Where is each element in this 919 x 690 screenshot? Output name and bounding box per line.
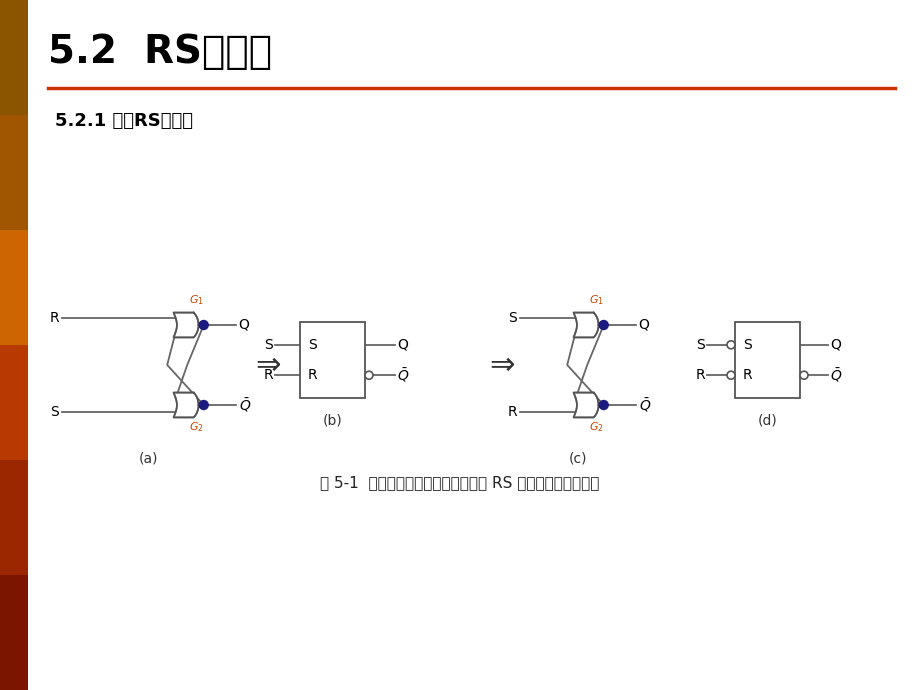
Bar [0, 230, 28, 345]
Text: R: R [506, 405, 516, 419]
Bar [734, 322, 800, 398]
Bar [0, 575, 28, 690]
Text: $\bar{Q}$: $\bar{Q}$ [397, 366, 409, 384]
Text: S: S [308, 338, 316, 352]
Polygon shape [573, 393, 598, 417]
Circle shape [199, 320, 208, 330]
Circle shape [598, 400, 607, 409]
Text: S: S [696, 338, 704, 352]
Bar [0, 460, 28, 575]
Text: $G_2$: $G_2$ [188, 421, 203, 435]
Circle shape [726, 371, 734, 380]
Polygon shape [174, 313, 199, 337]
Text: S: S [743, 338, 751, 352]
Text: $G_1$: $G_1$ [188, 293, 204, 307]
Text: R: R [263, 368, 273, 382]
Polygon shape [573, 313, 598, 337]
Text: (a): (a) [139, 451, 158, 465]
Text: S: S [507, 311, 516, 325]
Text: $G_2$: $G_2$ [588, 421, 603, 435]
Text: $G_1$: $G_1$ [588, 293, 603, 307]
Text: Q: Q [829, 338, 840, 352]
Circle shape [598, 402, 603, 408]
Polygon shape [174, 393, 199, 417]
Text: ⇒: ⇒ [489, 351, 515, 380]
Text: (c): (c) [568, 451, 586, 465]
Circle shape [365, 371, 372, 380]
Text: S: S [51, 405, 59, 419]
Circle shape [726, 341, 734, 349]
Circle shape [598, 322, 603, 328]
Text: $\bar{Q}$: $\bar{Q}$ [238, 396, 251, 414]
Text: Q: Q [238, 318, 249, 332]
Text: R: R [743, 368, 752, 382]
Bar [0, 115, 28, 230]
Text: $\bar{Q}$: $\bar{Q}$ [829, 366, 842, 384]
Text: Q: Q [397, 338, 407, 352]
Text: (b): (b) [323, 413, 342, 427]
Text: R: R [50, 311, 59, 325]
Bar [0, 345, 28, 460]
Text: R: R [695, 368, 704, 382]
Text: (d): (d) [757, 413, 777, 427]
Text: ⇒: ⇒ [255, 351, 280, 380]
Text: 5.2.1 基本RS触发器: 5.2.1 基本RS触发器 [55, 112, 193, 130]
Circle shape [598, 320, 607, 330]
Text: S: S [264, 338, 273, 352]
Circle shape [199, 322, 203, 328]
Circle shape [800, 371, 807, 380]
Text: $\bar{Q}$: $\bar{Q}$ [638, 396, 651, 414]
Bar [0, 0, 28, 115]
Text: Q: Q [638, 318, 649, 332]
Circle shape [199, 402, 203, 408]
Text: 图 5-1  用两种不同逻辑门组成的基本 RS 触发器及其逻辑符号: 图 5-1 用两种不同逻辑门组成的基本 RS 触发器及其逻辑符号 [320, 475, 599, 490]
Text: 5.2  RS触发器: 5.2 RS触发器 [48, 33, 272, 71]
Circle shape [199, 400, 208, 409]
Text: R: R [308, 368, 317, 382]
Bar [300, 322, 365, 398]
